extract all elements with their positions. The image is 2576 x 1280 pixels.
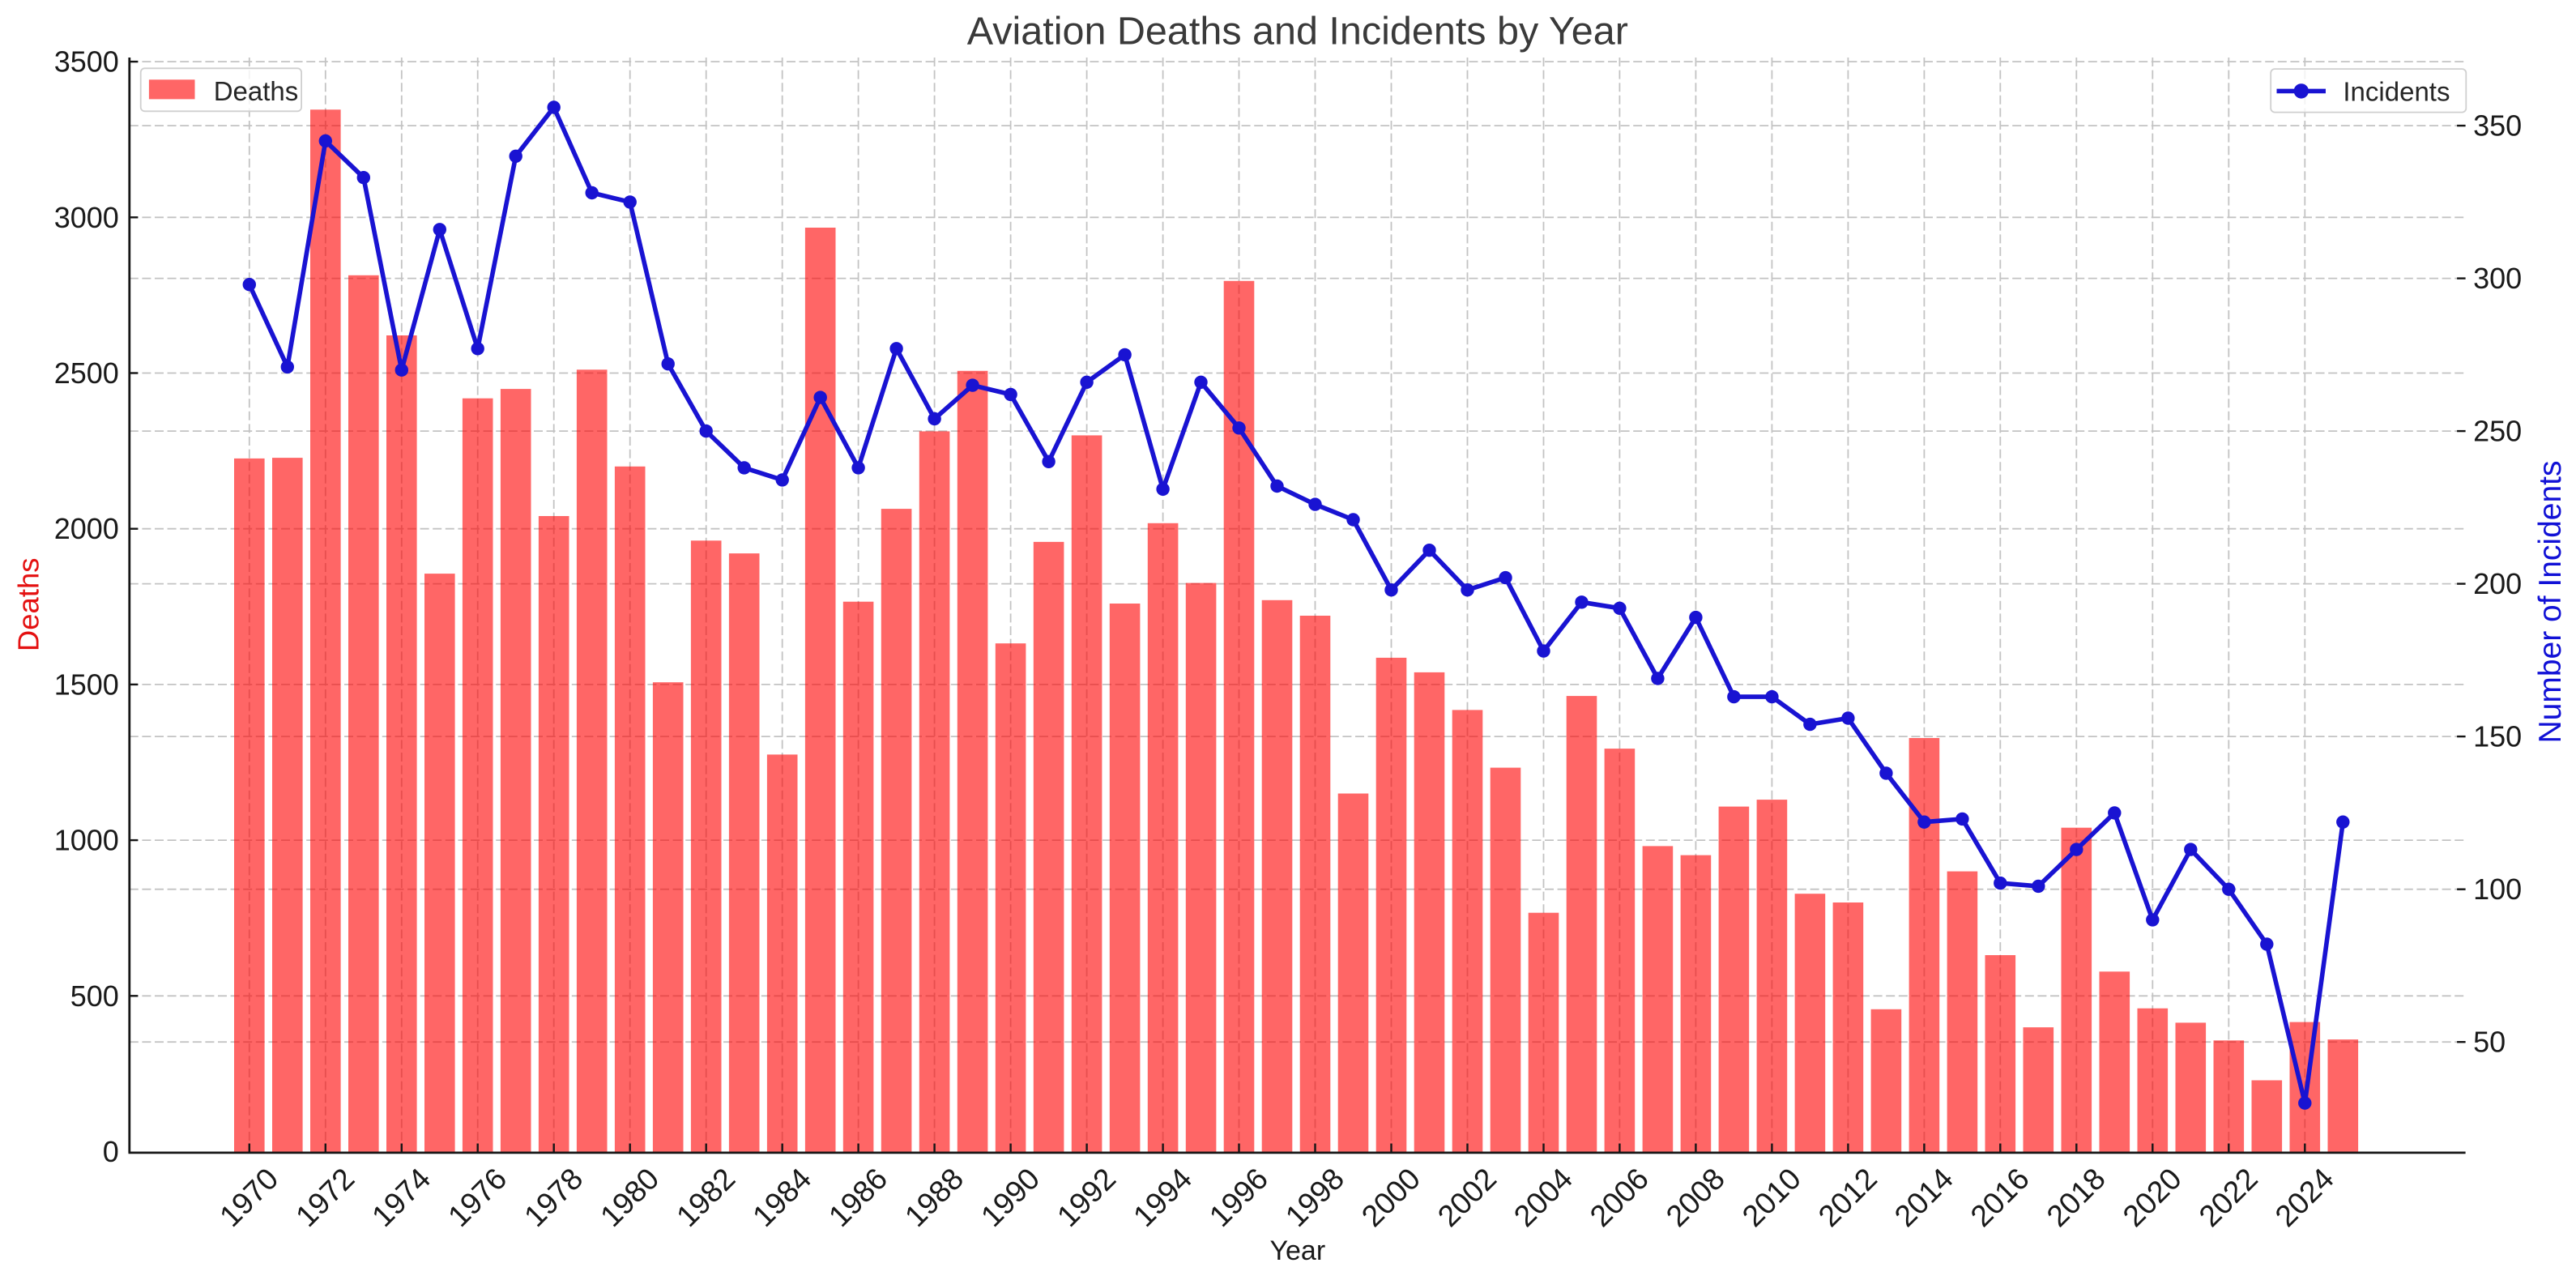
svg-text:Year: Year <box>1269 1235 1325 1266</box>
svg-text:Number of Incidents: Number of Incidents <box>2533 460 2568 743</box>
svg-text:Deaths: Deaths <box>214 76 299 106</box>
svg-text:3000: 3000 <box>54 201 119 234</box>
svg-text:2500: 2500 <box>54 356 119 390</box>
svg-text:2000: 2000 <box>54 512 119 545</box>
svg-text:200: 200 <box>2473 567 2522 600</box>
svg-text:1000: 1000 <box>54 824 119 857</box>
svg-text:150: 150 <box>2473 720 2522 753</box>
svg-text:100: 100 <box>2473 873 2522 906</box>
svg-text:Incidents: Incidents <box>2343 77 2450 107</box>
svg-text:Deaths: Deaths <box>11 557 45 651</box>
svg-text:500: 500 <box>70 979 119 1013</box>
svg-text:1500: 1500 <box>54 668 119 701</box>
svg-text:300: 300 <box>2473 262 2522 295</box>
svg-text:50: 50 <box>2473 1026 2506 1059</box>
svg-text:Aviation Deaths and Incidents: Aviation Deaths and Incidents by Year <box>967 10 1628 53</box>
svg-text:0: 0 <box>103 1135 119 1168</box>
svg-text:350: 350 <box>2473 109 2522 143</box>
svg-text:3500: 3500 <box>54 45 119 79</box>
svg-text:250: 250 <box>2473 415 2522 448</box>
